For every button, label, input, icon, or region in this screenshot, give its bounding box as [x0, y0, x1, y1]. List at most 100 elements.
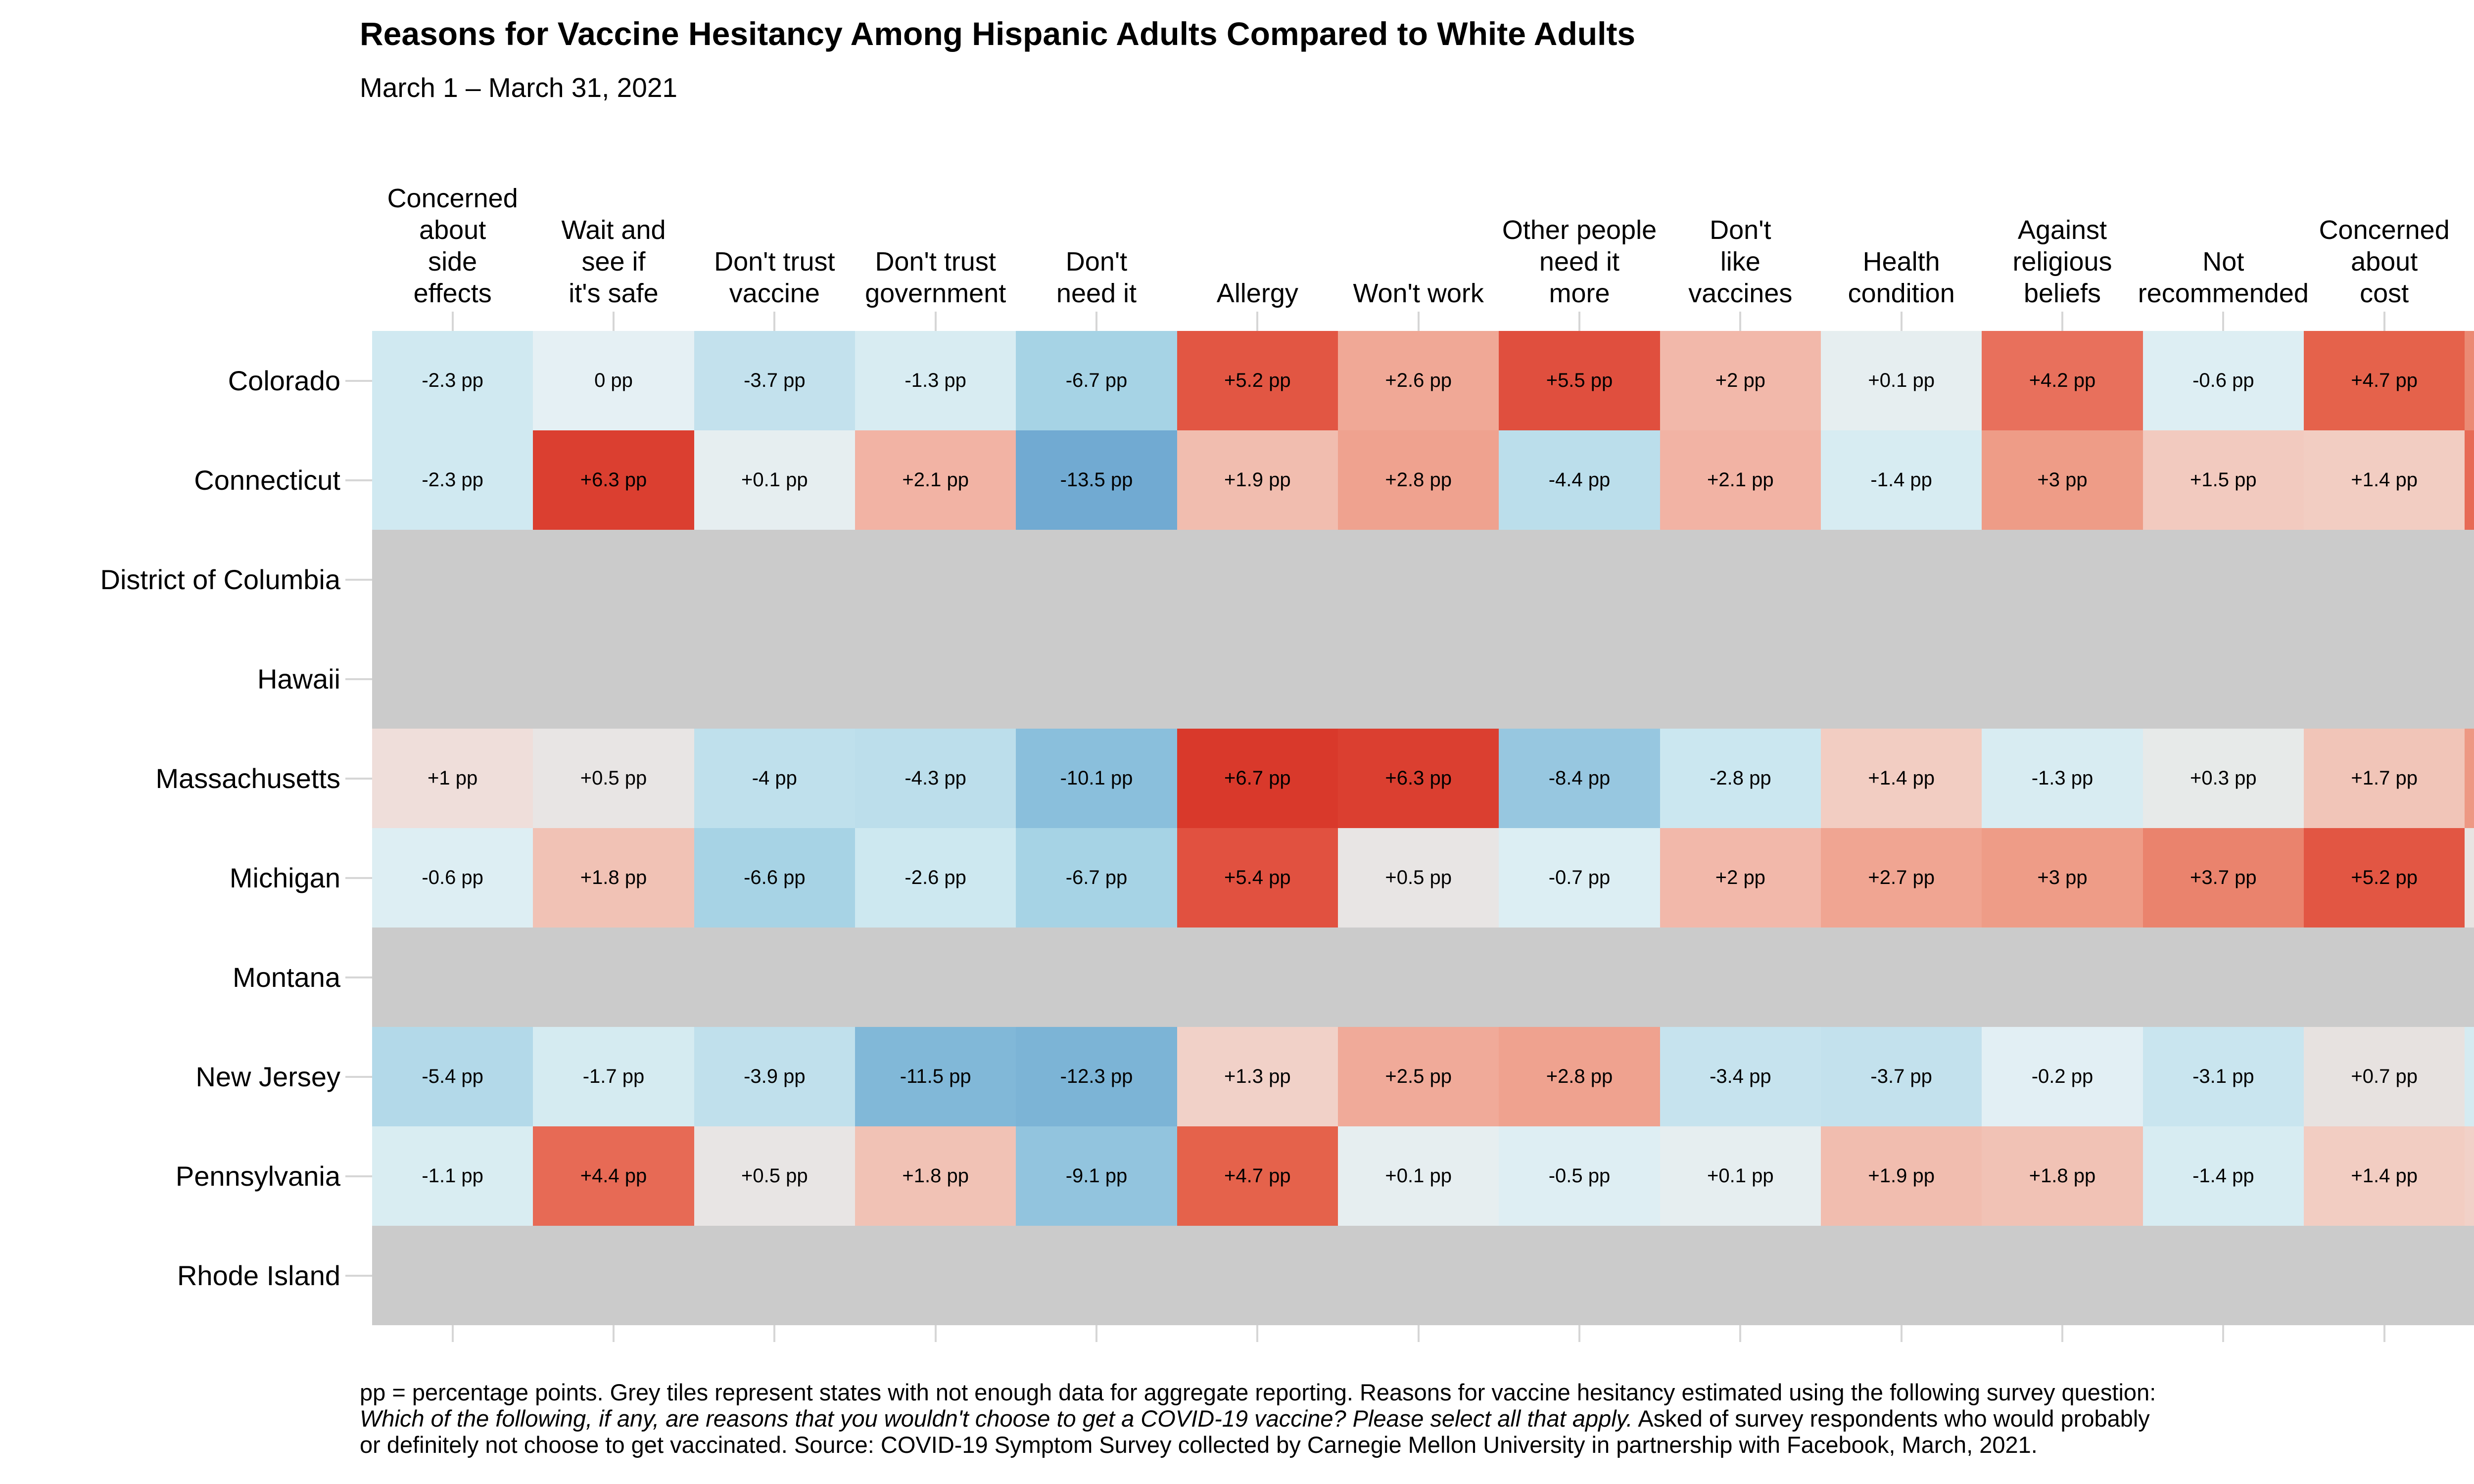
- row-label: Hawaii: [257, 663, 340, 695]
- heatmap-cell: +4.7 pp: [1177, 1126, 1338, 1226]
- heatmap-cell: +4.7 pp: [2304, 331, 2465, 430]
- row-label: Massachusetts: [155, 763, 341, 794]
- heatmap-cell-no-data: [1660, 1226, 1821, 1325]
- heatmap-cell: -3.9 pp: [694, 1027, 855, 1126]
- column-header: Against religious beliefs: [2012, 215, 2112, 308]
- heatmap-cell-no-data: [694, 629, 855, 729]
- heatmap-cell: +2.5 pp: [1338, 1027, 1499, 1126]
- heatmap-cell: +1.4 pp: [2304, 430, 2465, 530]
- heatmap-cell-no-data: [2304, 1226, 2465, 1325]
- heatmap-cell-no-data: [2304, 629, 2465, 729]
- heatmap-cell: +2 pp: [1660, 331, 1821, 430]
- tick-mark: [345, 877, 372, 879]
- tick-mark: [1095, 1325, 1097, 1342]
- heatmap-cell-no-data: [372, 928, 533, 1027]
- heatmap-cell: -6.7 pp: [1016, 331, 1177, 430]
- row-label: Michigan: [229, 862, 340, 893]
- heatmap-cell: +0.3 pp: [2142, 729, 2304, 828]
- heatmap-cell: -0.2 pp: [1982, 1027, 2143, 1126]
- chart-title: Reasons for Vaccine Hesitancy Among Hisp…: [360, 15, 1636, 52]
- heatmap-cell-no-data: [1660, 629, 1821, 729]
- footnote-line-2: Which of the following, if any, are reas…: [360, 1405, 2474, 1432]
- heatmap-cell: +3 pp: [1982, 828, 2143, 928]
- tick-mark: [451, 312, 454, 331]
- heatmap-cell: +2.1 pp: [855, 430, 1016, 530]
- heatmap-cell-no-data: [372, 530, 533, 629]
- row-label: Colorado: [228, 365, 340, 396]
- heatmap-cell: +3.1 pp: [2465, 729, 2474, 828]
- row-label: Pennsylvania: [175, 1160, 340, 1192]
- heatmap-cell: -11.5 pp: [855, 1027, 1016, 1126]
- chart-subtitle: March 1 – March 31, 2021: [360, 72, 678, 103]
- heatmap-cell: -1.4 pp: [1821, 430, 1982, 530]
- heatmap-cell: +6.3 pp: [1338, 729, 1499, 828]
- tick-mark: [2222, 312, 2225, 331]
- heatmap-cell-no-data: [855, 928, 1016, 1027]
- tick-mark: [613, 312, 615, 331]
- heatmap-cell: -4.3 pp: [855, 729, 1016, 828]
- tick-mark: [1739, 312, 1742, 331]
- heatmap-cell: -12.3 pp: [1016, 1027, 1177, 1126]
- tick-mark: [2061, 312, 2063, 331]
- heatmap-cell: +0.5 pp: [1338, 828, 1499, 928]
- heatmap-cell: +0.5 pp: [533, 729, 694, 828]
- heatmap-cell: +0.1 pp: [1660, 1126, 1821, 1226]
- tick-mark: [1739, 1325, 1742, 1342]
- row-label: Connecticut: [194, 464, 340, 496]
- tick-mark: [1256, 312, 1259, 331]
- footnote-line-1: pp = percentage points. Grey tiles repre…: [360, 1379, 2156, 1405]
- heatmap-cell-no-data: [2304, 928, 2465, 1027]
- tick-mark: [345, 479, 372, 481]
- heatmap-cell: -1.3 pp: [1982, 729, 2143, 828]
- heatmap-cell: -0.5 pp: [1499, 1126, 1660, 1226]
- tick-mark: [773, 312, 776, 331]
- heatmap-cell: +1.8 pp: [855, 1126, 1016, 1226]
- heatmap-cell-no-data: [1177, 530, 1338, 629]
- heatmap-cell: +1.4 pp: [1821, 729, 1982, 828]
- heatmap-cell: +4.4 pp: [2465, 430, 2474, 530]
- heatmap-cell-no-data: [533, 1226, 694, 1325]
- heatmap-cell-no-data: [1982, 1226, 2143, 1325]
- heatmap-cell: -10.1 pp: [1016, 729, 1177, 828]
- column-header: Concerned about cost: [2319, 215, 2450, 308]
- heatmap-cell-no-data: [1338, 629, 1499, 729]
- row-label: Montana: [233, 962, 340, 993]
- heatmap-cell: -3.7 pp: [694, 331, 855, 430]
- footnote: pp = percentage points. Grey tiles repre…: [360, 1379, 2474, 1458]
- column-header: Don't need it: [1056, 247, 1137, 308]
- heatmap-cell: -2.3 pp: [372, 430, 533, 530]
- heatmap-cell: -2.8 pp: [1660, 729, 1821, 828]
- column-header: Not recommended: [2138, 247, 2309, 308]
- heatmap-cell-no-data: [1660, 530, 1821, 629]
- column-header: Pregnancy: [2436, 161, 2474, 309]
- footnote-line-2-rest: Asked of survey respondents who would pr…: [1632, 1405, 2150, 1432]
- heatmap-cell-no-data: [1982, 629, 2143, 729]
- heatmap-grid: -2.3 pp 0 pp -3.7 pp -1.3 pp -6.7 pp +5.2 pp +…: [372, 331, 2474, 1325]
- heatmap-cell: +2.8 pp: [1499, 1027, 1660, 1126]
- heatmap-cell: -0.6 pp: [2142, 331, 2304, 430]
- tick-mark: [345, 578, 372, 581]
- heatmap-cell: -0.7 pp: [1499, 828, 1660, 928]
- heatmap-cell: +1.8 pp: [1982, 1126, 2143, 1226]
- heatmap-cell: +1.8 pp: [533, 828, 694, 928]
- heatmap-cell: +3 pp: [1982, 430, 2143, 530]
- heatmap-cell: +0.5 pp: [694, 1126, 855, 1226]
- heatmap-cell-no-data: [2142, 1226, 2304, 1325]
- heatmap-cell: +0.7 pp: [2304, 1027, 2465, 1126]
- tick-mark: [1417, 1325, 1420, 1342]
- tick-mark: [1256, 1325, 1259, 1342]
- heatmap-cell: +2.6 pp: [1338, 331, 1499, 430]
- heatmap-cell: +3.7 pp: [2142, 828, 2304, 928]
- tick-mark: [451, 1325, 454, 1342]
- heatmap-cell-no-data: [2465, 530, 2474, 629]
- heatmap-cell-no-data: [372, 1226, 533, 1325]
- heatmap-cell: +1.5 pp: [2142, 430, 2304, 530]
- column-header: Don't trust government: [865, 247, 1006, 308]
- heatmap-cell-no-data: [2142, 629, 2304, 729]
- heatmap-cell: -5.4 pp: [372, 1027, 533, 1126]
- heatmap-cell: +0.1 pp: [694, 430, 855, 530]
- heatmap-cell-no-data: [533, 530, 694, 629]
- heatmap-cell: +2 pp: [1660, 828, 1821, 928]
- heatmap-cell-no-data: [1982, 530, 2143, 629]
